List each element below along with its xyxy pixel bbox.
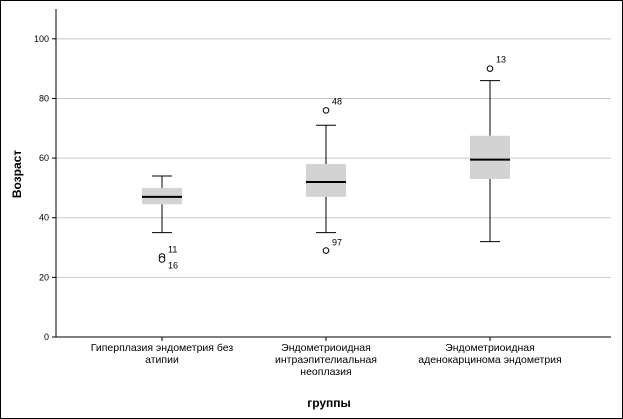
y-axis-title: Возраст xyxy=(10,150,24,198)
outlier-label: 97 xyxy=(332,238,342,248)
outlier-label: 16 xyxy=(168,260,178,270)
y-tick-label: 20 xyxy=(39,272,49,282)
outlier-label: 13 xyxy=(496,55,506,65)
outlier-point xyxy=(486,65,494,72)
grid-lines xyxy=(56,38,611,278)
y-tick-label: 80 xyxy=(39,93,49,103)
outlier-point xyxy=(322,107,330,114)
outlier-label: 48 xyxy=(332,96,342,106)
outlier-point xyxy=(158,256,166,263)
x-category-label: Эндометриоидная xyxy=(445,342,535,354)
outlier-point xyxy=(322,247,330,254)
x-category-label: Гиперплазия эндометрия без xyxy=(91,342,234,354)
x-category-label: неоплазия xyxy=(300,366,351,378)
box-group-2: 48 97 xyxy=(306,96,346,254)
y-tick-label: 0 xyxy=(44,332,49,342)
iqr-box xyxy=(306,164,346,197)
x-category-label: аденокарцинома эндометрия xyxy=(418,354,561,366)
y-tick-label: 40 xyxy=(39,213,49,223)
y-tick-label: 100 xyxy=(34,34,49,44)
iqr-box xyxy=(470,135,510,179)
axes: 0 20 40 60 80 100 Гиперплазия эндометрия безат… xyxy=(34,9,611,378)
y-tick-label: 60 xyxy=(39,153,49,163)
x-axis-title: группы xyxy=(307,396,351,410)
boxes: 11 16 48 97 13 xyxy=(142,55,510,270)
x-category-label: Эндометриоидная xyxy=(281,342,371,354)
x-category-label: интраэпителиальная xyxy=(275,354,377,366)
x-category-label: атипии xyxy=(145,354,179,366)
outlier-label: 11 xyxy=(168,244,177,254)
box-group-1: 11 16 xyxy=(142,175,182,270)
box-group-3: 13 xyxy=(470,55,510,243)
